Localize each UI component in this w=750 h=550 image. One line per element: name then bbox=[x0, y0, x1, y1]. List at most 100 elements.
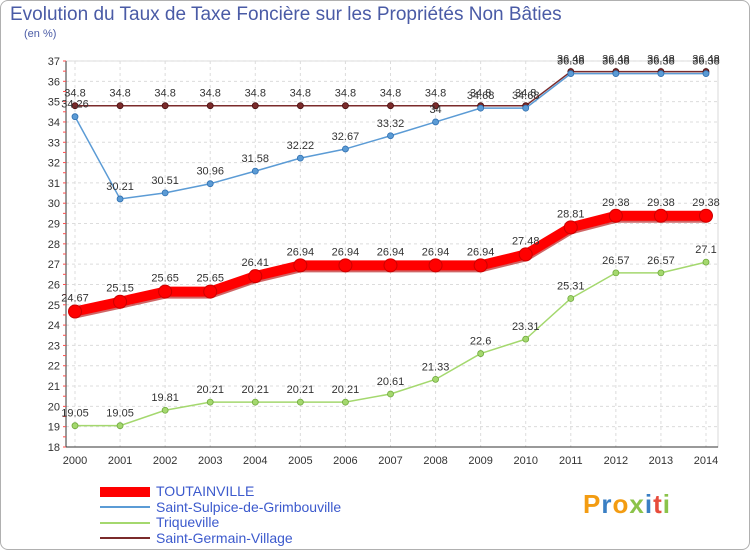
data-point bbox=[387, 390, 394, 398]
x-tick-label: 2003 bbox=[198, 455, 222, 467]
x-tick-label: 2007 bbox=[378, 455, 402, 467]
y-tick-label: 35 bbox=[48, 97, 60, 109]
data-point bbox=[161, 406, 169, 414]
y-tick-label: 23 bbox=[48, 340, 60, 352]
data-point bbox=[522, 335, 530, 343]
data-point bbox=[477, 104, 485, 112]
x-tick-label: 2014 bbox=[694, 455, 718, 467]
data-point bbox=[342, 102, 349, 110]
data-point bbox=[71, 113, 79, 121]
data-point bbox=[116, 195, 124, 203]
y-tick-label: 37 bbox=[48, 56, 60, 68]
data-point bbox=[296, 398, 304, 406]
data-label: 34 bbox=[429, 104, 441, 116]
data-label: 34.8 bbox=[425, 88, 446, 100]
data-label: 20.21 bbox=[242, 384, 270, 396]
data-point bbox=[702, 258, 710, 266]
y-tick-label: 29 bbox=[48, 219, 60, 231]
data-label: 29.38 bbox=[602, 197, 630, 209]
x-tick-label: 2010 bbox=[513, 455, 537, 467]
logo-letter: i bbox=[662, 489, 671, 519]
data-point bbox=[653, 208, 668, 223]
y-tick-label: 32 bbox=[48, 158, 60, 170]
data-label: 25.65 bbox=[151, 273, 179, 285]
data-point bbox=[116, 422, 124, 430]
data-point bbox=[432, 102, 439, 110]
data-label: 34.8 bbox=[515, 88, 536, 100]
data-label: 20.21 bbox=[332, 384, 360, 396]
logo-letter: i bbox=[644, 489, 654, 519]
y-tick-label: 31 bbox=[48, 178, 60, 190]
data-label: 34.68 bbox=[467, 90, 495, 102]
logo-letter: r bbox=[601, 489, 613, 519]
series-layer bbox=[68, 68, 713, 430]
x-tick-label: 2005 bbox=[288, 455, 312, 467]
data-label: 34.8 bbox=[470, 88, 491, 100]
data-label: 29.38 bbox=[692, 197, 720, 209]
y-tick-label: 28 bbox=[48, 239, 60, 251]
data-point bbox=[158, 284, 173, 299]
data-label: 25.65 bbox=[196, 273, 224, 285]
data-label: 27.48 bbox=[512, 235, 540, 247]
data-label: 26.94 bbox=[467, 246, 495, 258]
data-point bbox=[699, 208, 713, 223]
data-point bbox=[248, 269, 263, 284]
data-label: 34.8 bbox=[290, 88, 311, 100]
data-label: 23.31 bbox=[512, 321, 540, 333]
data-label: 31.58 bbox=[242, 153, 270, 165]
data-point bbox=[432, 375, 439, 383]
data-label: 34.8 bbox=[109, 88, 130, 100]
data-point bbox=[657, 70, 665, 77]
y-tick-label: 20 bbox=[48, 401, 60, 413]
data-label: 26.57 bbox=[647, 255, 675, 267]
legend-label: TOUTAINVILLE bbox=[156, 483, 255, 500]
data-label: 22.6 bbox=[470, 336, 491, 348]
y-tick-label: 19 bbox=[48, 422, 60, 434]
data-label: 25.15 bbox=[106, 283, 134, 295]
legend: TOUTAINVILLE Saint-Sulpice-de-Grimbouvil… bbox=[100, 484, 341, 546]
data-point bbox=[71, 422, 79, 430]
x-tick-label: 2000 bbox=[63, 455, 87, 467]
legend-item: TOUTAINVILLE bbox=[100, 484, 341, 500]
data-label: 27.1 bbox=[695, 244, 716, 256]
data-point bbox=[293, 258, 308, 273]
y-tick-label: 26 bbox=[48, 279, 60, 291]
data-point bbox=[428, 258, 443, 273]
x-tick-label: 2001 bbox=[108, 455, 132, 467]
data-label: 30.21 bbox=[106, 181, 134, 193]
logo-letter: o bbox=[612, 489, 630, 519]
y-axis-unit: (en %) bbox=[24, 28, 57, 40]
data-label: 25.31 bbox=[557, 280, 585, 292]
data-point bbox=[563, 220, 578, 235]
data-point bbox=[251, 398, 259, 406]
legend-swatch-triqueville bbox=[100, 521, 150, 524]
data-label: 26.94 bbox=[422, 246, 450, 258]
data-label: 20.21 bbox=[287, 384, 315, 396]
legend-label: Saint-Sulpice-de-Grimbouville bbox=[156, 498, 342, 515]
axes: 18 19 20 21 22 23 24 25 26 27 28 29 30 31 32 33 34 35 36 37… bbox=[48, 56, 718, 467]
data-labels: 24.67 25.15 25.65 25.65 26.41 26.94 26.94 26.94… bbox=[61, 54, 720, 420]
data-label: 19.05 bbox=[106, 408, 134, 420]
x-tick-label: 2008 bbox=[423, 455, 447, 467]
data-point bbox=[203, 284, 218, 299]
data-point bbox=[206, 102, 214, 110]
y-tick-label: 33 bbox=[48, 137, 60, 149]
data-label: 34.8 bbox=[245, 88, 266, 100]
data-point bbox=[518, 247, 533, 262]
y-tick-label: 25 bbox=[48, 300, 60, 312]
data-point bbox=[432, 118, 439, 126]
y-tick-label: 22 bbox=[48, 361, 60, 373]
data-point bbox=[702, 70, 710, 77]
data-point bbox=[342, 398, 349, 406]
data-label: 36.38 bbox=[647, 56, 675, 68]
data-label: 36.48 bbox=[647, 54, 675, 66]
data-label: 29.38 bbox=[647, 197, 675, 209]
data-point bbox=[612, 70, 620, 77]
data-label: 36.48 bbox=[557, 54, 585, 66]
data-point bbox=[296, 102, 304, 110]
data-point bbox=[68, 304, 82, 319]
data-label: 26.94 bbox=[287, 246, 315, 258]
y-tick-label: 34 bbox=[48, 117, 60, 129]
data-point bbox=[657, 269, 665, 277]
